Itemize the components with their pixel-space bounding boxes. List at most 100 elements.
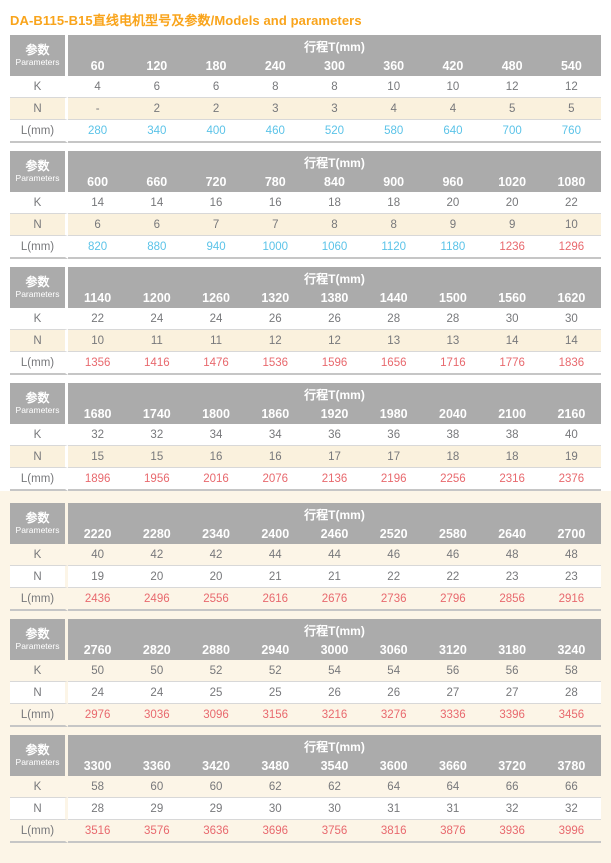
table-row-n: N 15 15 16 16 17 17 18 18 19 <box>10 446 601 468</box>
n-value-cell: 26 <box>304 682 365 704</box>
row-label-k: K <box>10 776 68 798</box>
row-label-k: K <box>10 76 68 98</box>
n-value-cell: - <box>68 98 128 120</box>
l-value-cell: 1596 <box>304 352 365 375</box>
l-value-cell: 1896 <box>68 468 128 491</box>
l-value-cell: 3336 <box>423 704 483 727</box>
stroke-col-header: 3600 <box>364 755 424 776</box>
parameters-table-4: 参数 Parameters 行程T(mm) 1680 1740 1800 1860 19… <box>10 383 601 491</box>
stroke-col-header: 1140 <box>68 287 128 308</box>
table-row-l: L(mm) 1356 1416 1476 1536 1596 1656 1716 1776 18… <box>10 352 601 375</box>
row-label-l: L(mm) <box>10 468 68 491</box>
parameters-table-3: 参数 Parameters 行程T(mm) 1140 1200 1260 1320 13… <box>10 267 601 375</box>
l-value-cell: 520 <box>304 120 365 143</box>
n-value-cell: 19 <box>68 566 128 588</box>
stroke-col-header: 1620 <box>541 287 601 308</box>
l-value-cell: 2856 <box>482 588 542 611</box>
n-value-cell: 28 <box>68 798 128 820</box>
l-value-cell: 2076 <box>245 468 305 491</box>
l-value-cell: 3636 <box>186 820 246 843</box>
l-value-cell: 2316 <box>482 468 542 491</box>
param-header-cell: 参数 Parameters <box>10 383 68 424</box>
n-value-cell: 29 <box>186 798 246 820</box>
k-value-cell: 48 <box>482 544 542 566</box>
table-row-n: N 19 20 20 21 21 22 22 23 23 <box>10 566 601 588</box>
k-value-cell: 32 <box>68 424 128 446</box>
l-value-cell: 760 <box>541 120 601 143</box>
table-row-n: N 10 11 11 12 12 13 13 14 14 <box>10 330 601 352</box>
stroke-values-row: 600 660 720 780 840 900 960 1020 1080 <box>10 171 601 192</box>
l-value-cell: 1120 <box>364 236 424 259</box>
param-label-zh: 参数 <box>25 42 50 57</box>
k-value-cell: 60 <box>127 776 187 798</box>
stroke-col-header: 3180 <box>482 639 542 660</box>
l-value-cell: 1476 <box>186 352 246 375</box>
n-value-cell: 10 <box>68 330 128 352</box>
stroke-col-header: 660 <box>127 171 187 192</box>
l-value-cell: 2436 <box>68 588 128 611</box>
parameters-table-1: 参数 Parameters 行程T(mm) 60 120 180 240 300 360 4… <box>10 35 601 143</box>
n-value-cell: 4 <box>364 98 424 120</box>
row-label-n: N <box>10 330 68 352</box>
n-value-cell: 21 <box>304 566 365 588</box>
l-value-cell: 3816 <box>364 820 424 843</box>
n-value-cell: 5 <box>541 98 601 120</box>
k-value-cell: 34 <box>186 424 246 446</box>
stroke-col-header: 120 <box>127 55 187 76</box>
stroke-col-header: 300 <box>304 55 365 76</box>
table-row-n: N 28 29 29 30 30 31 31 32 32 <box>10 798 601 820</box>
table-header: 参数 Parameters 行程T(mm) 3300 3360 3420 3480 35… <box>10 735 601 776</box>
parameters-table-5: 参数 Parameters 行程T(mm) 2220 2280 2340 2400 24… <box>10 503 601 611</box>
k-value-cell: 8 <box>304 76 365 98</box>
k-value-cell: 16 <box>245 192 305 214</box>
n-value-cell: 27 <box>423 682 483 704</box>
n-value-cell: 23 <box>541 566 601 588</box>
k-value-cell: 36 <box>304 424 365 446</box>
table-row-n: N 24 24 25 25 26 26 27 27 28 <box>10 682 601 704</box>
l-value-cell: 3456 <box>541 704 601 727</box>
stroke-header-label: 行程T(mm) <box>68 383 601 403</box>
k-value-cell: 44 <box>245 544 305 566</box>
stroke-col-header: 1440 <box>364 287 424 308</box>
stroke-col-header: 2400 <box>245 523 305 544</box>
n-value-cell: 11 <box>127 330 187 352</box>
stroke-col-header: 180 <box>186 55 246 76</box>
k-value-cell: 28 <box>423 308 483 330</box>
k-value-cell: 14 <box>68 192 128 214</box>
k-value-cell: 66 <box>541 776 601 798</box>
k-value-cell: 56 <box>482 660 542 682</box>
n-value-cell: 26 <box>364 682 424 704</box>
stroke-col-header: 3780 <box>541 755 601 776</box>
param-label-en: Parameters <box>15 640 60 651</box>
table-row-k: K 58 60 60 62 62 64 64 66 66 <box>10 776 601 798</box>
table-row-k: K 4 6 6 8 8 10 10 12 12 <box>10 76 601 98</box>
k-value-cell: 46 <box>423 544 483 566</box>
stroke-col-header: 3540 <box>304 755 365 776</box>
stroke-header-label: 行程T(mm) <box>68 35 601 55</box>
n-value-cell: 32 <box>482 798 542 820</box>
row-label-n: N <box>10 566 68 588</box>
stroke-col-header: 2760 <box>68 639 128 660</box>
k-value-cell: 54 <box>304 660 365 682</box>
stroke-values-row: 3300 3360 3420 3480 3540 3600 3660 3720 3780 <box>10 755 601 776</box>
table-row-l: L(mm) 3516 3576 3636 3696 3756 3816 3876 3936 39… <box>10 820 601 843</box>
row-label-l: L(mm) <box>10 120 68 143</box>
n-value-cell: 31 <box>423 798 483 820</box>
n-value-cell: 4 <box>423 98 483 120</box>
l-value-cell: 2376 <box>541 468 601 491</box>
stroke-header-label: 行程T(mm) <box>68 503 601 523</box>
param-label-zh: 参数 <box>25 510 50 525</box>
stroke-col-header: 1920 <box>304 403 365 424</box>
stroke-col-header: 1680 <box>68 403 128 424</box>
l-value-cell: 1416 <box>127 352 187 375</box>
n-value-cell: 24 <box>68 682 128 704</box>
n-value-cell: 6 <box>68 214 128 236</box>
k-value-cell: 10 <box>364 76 424 98</box>
l-value-cell: 1356 <box>68 352 128 375</box>
k-value-cell: 60 <box>186 776 246 798</box>
stroke-col-header: 3420 <box>186 755 246 776</box>
n-value-cell: 19 <box>541 446 601 468</box>
k-value-cell: 42 <box>127 544 187 566</box>
n-value-cell: 13 <box>423 330 483 352</box>
param-header-cell: 参数 Parameters <box>10 619 68 660</box>
